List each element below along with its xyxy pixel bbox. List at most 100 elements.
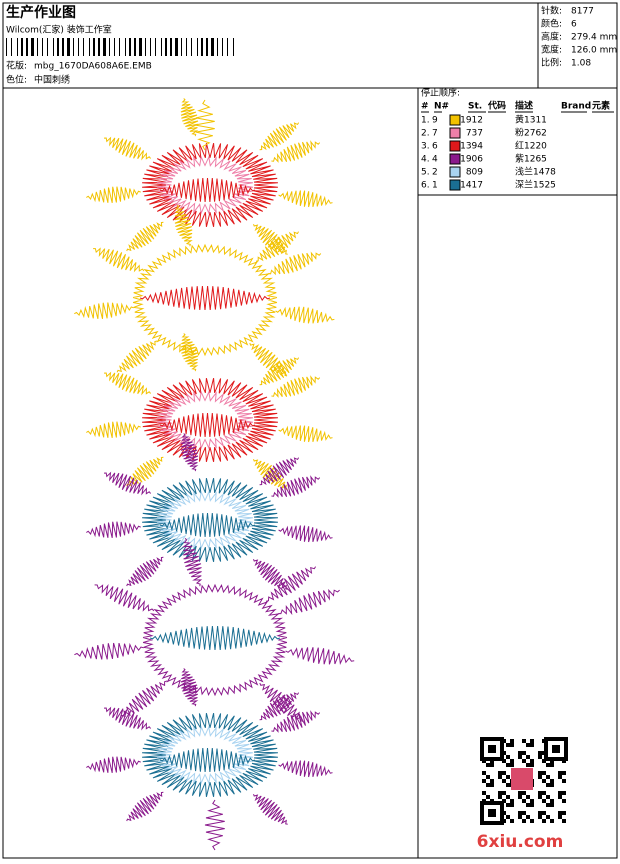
stitch xyxy=(180,333,199,372)
stitch xyxy=(86,186,141,204)
qr-cell xyxy=(518,811,522,815)
colorway-label: 色位: xyxy=(6,74,27,86)
stitch xyxy=(278,525,333,543)
qr-cell xyxy=(550,819,554,823)
stitch-count: 809 xyxy=(466,168,483,178)
stat-value: 6 xyxy=(571,20,577,30)
stitch xyxy=(93,247,145,273)
qr-finder xyxy=(488,809,496,817)
stitch xyxy=(180,433,199,472)
bar xyxy=(197,38,198,56)
qr-cell xyxy=(526,795,530,799)
qr-cell xyxy=(506,775,510,779)
qr-code xyxy=(480,737,568,825)
stat-label: 针数: xyxy=(541,5,562,17)
row-number: 2. xyxy=(421,129,430,139)
stitch xyxy=(271,375,321,398)
qr-cell xyxy=(558,775,562,779)
stitch xyxy=(159,747,256,773)
bar xyxy=(11,38,12,56)
bar xyxy=(145,38,146,56)
description: 粉2762 xyxy=(515,127,547,139)
stitch xyxy=(278,190,333,208)
bar xyxy=(114,38,115,56)
stitch xyxy=(271,710,321,733)
qr-cell xyxy=(506,743,510,747)
qr-cell xyxy=(550,763,554,767)
stitch xyxy=(94,583,155,612)
qr-cell xyxy=(542,819,546,823)
qr-cell xyxy=(530,743,534,747)
qr-cell xyxy=(526,763,530,767)
stitch xyxy=(126,456,164,487)
stitch xyxy=(86,756,141,774)
column-header: # xyxy=(421,102,429,112)
stitch xyxy=(157,725,253,785)
stitch xyxy=(142,712,278,798)
qr-cell xyxy=(518,815,522,819)
qr-cell xyxy=(530,759,534,763)
qr-cell xyxy=(542,799,546,803)
barcode xyxy=(6,38,234,56)
bar xyxy=(53,38,54,56)
qr-cell xyxy=(506,815,510,819)
bar xyxy=(211,38,214,56)
bar xyxy=(37,38,38,56)
qr-cell xyxy=(562,771,566,775)
qr-cell xyxy=(542,811,546,815)
qr-cell xyxy=(486,795,490,799)
stitch xyxy=(259,357,300,386)
bar xyxy=(103,38,106,56)
qr-cell xyxy=(510,799,514,803)
qr-cell xyxy=(502,779,506,783)
qr-cell xyxy=(510,763,514,767)
row-number: 3. xyxy=(421,142,430,152)
bar xyxy=(21,38,23,56)
qr-cell xyxy=(526,815,530,819)
qr-cell xyxy=(530,763,534,767)
qr-cell xyxy=(482,779,486,783)
qr-cell xyxy=(498,795,502,799)
qr-cell xyxy=(558,815,562,819)
qr-cell xyxy=(530,799,534,803)
column-header: Brand xyxy=(561,102,591,112)
qr-cell xyxy=(526,803,530,807)
stitch xyxy=(271,475,321,498)
qr-cell xyxy=(482,791,486,795)
bar xyxy=(175,38,178,56)
stitch xyxy=(180,668,199,707)
stat-value: 1.08 xyxy=(571,59,591,69)
needle: 9 xyxy=(432,116,438,126)
stitch xyxy=(204,799,225,851)
stitch xyxy=(103,136,151,161)
qr-cell xyxy=(518,755,522,759)
description: 浅兰1478 xyxy=(515,166,556,178)
stitch xyxy=(142,142,278,228)
qr-cell xyxy=(522,739,526,743)
qr-cell xyxy=(558,795,562,799)
bar xyxy=(119,38,120,56)
stitch xyxy=(159,177,256,203)
stitch xyxy=(103,706,151,731)
qr-cell xyxy=(518,791,522,795)
qr-cell xyxy=(506,795,510,799)
qr-cell xyxy=(542,771,546,775)
stitch-count: 1912 xyxy=(460,116,483,126)
qr-cell xyxy=(510,803,514,807)
qr-cell xyxy=(562,811,566,815)
bar xyxy=(78,38,79,56)
stat-label: 颜色: xyxy=(541,18,562,30)
stitch xyxy=(180,98,199,137)
qr-cell xyxy=(546,783,550,787)
bar xyxy=(155,38,156,56)
qr-cell xyxy=(538,795,542,799)
bar xyxy=(89,38,90,56)
qr-cell xyxy=(522,819,526,823)
qr-cell xyxy=(538,791,542,795)
qr-cell xyxy=(526,743,530,747)
stitch xyxy=(157,155,253,215)
stitch xyxy=(116,340,158,373)
qr-cell xyxy=(526,755,530,759)
stitch xyxy=(275,306,335,324)
qr-cell xyxy=(550,799,554,803)
